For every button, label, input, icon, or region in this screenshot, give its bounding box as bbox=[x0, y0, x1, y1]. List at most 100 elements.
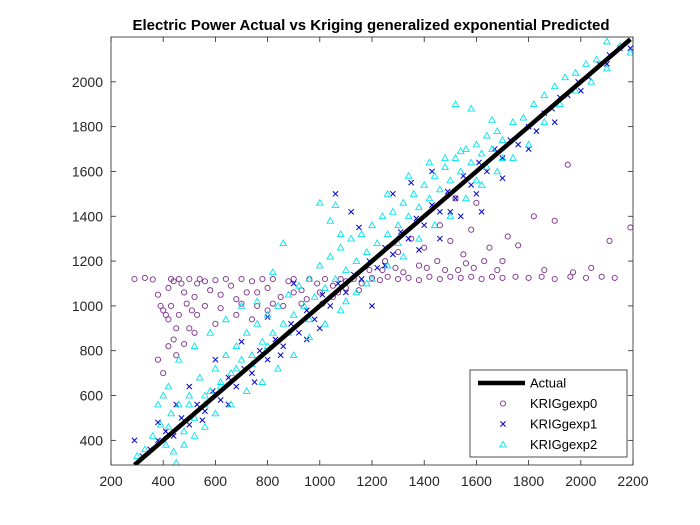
point-KRIGgexp2-89 bbox=[336, 230, 345, 238]
point-KRIGgexp0-5 bbox=[160, 307, 167, 314]
point-KRIGgexp2-29 bbox=[289, 310, 298, 318]
point-KRIGgexp2-72 bbox=[529, 100, 538, 108]
legend-label-KRIGgexp1: KRIGgexp1 bbox=[530, 417, 597, 432]
point-KRIGgexp2-74 bbox=[550, 82, 559, 90]
point-KRIGgexp2-22 bbox=[253, 319, 262, 327]
point-KRIGgexp0-75 bbox=[515, 242, 522, 249]
point-KRIGgexp0-29 bbox=[238, 275, 245, 283]
point-KRIGgexp2-7 bbox=[174, 400, 183, 408]
point-KRIGgexp0-74 bbox=[530, 213, 537, 220]
point-KRIGgexp2-50 bbox=[399, 198, 408, 206]
point-KRIGgexp1-82 bbox=[478, 208, 485, 215]
point-KRIGgexp0-119 bbox=[212, 320, 219, 327]
point-KRIGgexp0-2 bbox=[149, 276, 156, 283]
point-KRIGgexp0-104 bbox=[201, 302, 209, 309]
point-KRIGgexp1-21 bbox=[295, 329, 302, 336]
point-KRIGgexp2-59 bbox=[446, 176, 455, 184]
x-tick-label: 1800 bbox=[513, 473, 544, 489]
point-KRIGgexp2-125 bbox=[524, 140, 533, 148]
point-KRIGgexp1-25 bbox=[327, 302, 334, 309]
point-KRIGgexp0-109 bbox=[290, 289, 297, 296]
point-KRIGgexp1-79 bbox=[416, 246, 422, 253]
point-KRIGgexp0-55 bbox=[436, 275, 443, 283]
point-KRIGgexp2-121 bbox=[461, 194, 470, 202]
point-KRIGgexp1-24 bbox=[319, 291, 326, 298]
point-KRIGgexp2-95 bbox=[206, 328, 215, 336]
point-KRIGgexp0-118 bbox=[191, 329, 198, 336]
point-KRIGgexp0-27 bbox=[228, 282, 235, 289]
point-KRIGgexp2-93 bbox=[237, 301, 246, 309]
point-KRIGgexp0-1 bbox=[141, 274, 148, 281]
point-KRIGgexp2-41 bbox=[352, 256, 361, 264]
point-KRIGgexp2-77 bbox=[582, 59, 590, 67]
point-KRIGgexp0-114 bbox=[154, 356, 162, 363]
point-KRIGgexp2-28 bbox=[284, 290, 293, 298]
point-KRIGgexp1-13 bbox=[233, 383, 240, 390]
point-KRIGgexp1-19 bbox=[280, 343, 287, 350]
point-KRIGgexp1-8 bbox=[194, 401, 201, 408]
point-KRIGgexp0-132 bbox=[455, 266, 462, 274]
point-KRIGgexp2-106 bbox=[227, 400, 236, 408]
point-KRIGgexp2-123 bbox=[493, 167, 502, 175]
point-KRIGgexp0-93 bbox=[462, 260, 470, 267]
point-KRIGgexp0-20 bbox=[194, 280, 201, 287]
y-tick-label: 800 bbox=[80, 343, 104, 359]
x-tick-label: 2200 bbox=[617, 473, 648, 489]
point-KRIGgexp2-27 bbox=[279, 319, 288, 327]
point-KRIGgexp2-140 bbox=[341, 297, 350, 305]
point-KRIGgexp1-9 bbox=[202, 408, 208, 415]
point-KRIGgexp0-67 bbox=[582, 274, 590, 281]
legend-label-KRIGgexp0: KRIGgexp0 bbox=[530, 396, 597, 411]
point-KRIGgexp0-115 bbox=[160, 370, 167, 377]
point-KRIGgexp2-114 bbox=[352, 288, 361, 296]
y-tick-label: 1000 bbox=[72, 298, 103, 314]
point-KRIGgexp2-105 bbox=[211, 409, 220, 417]
point-KRIGgexp2-14 bbox=[211, 364, 220, 372]
point-KRIGgexp2-64 bbox=[472, 140, 481, 148]
legend-swatch-KRIGgexp0 bbox=[499, 400, 507, 407]
point-KRIGgexp2-24 bbox=[263, 310, 272, 318]
point-KRIGgexp2-108 bbox=[258, 377, 267, 385]
point-KRIGgexp0-124 bbox=[298, 300, 305, 307]
point-KRIGgexp2-84 bbox=[488, 115, 497, 123]
point-KRIGgexp2-11 bbox=[195, 373, 204, 381]
point-KRIGgexp2-94 bbox=[221, 315, 230, 323]
point-KRIGgexp0-50 bbox=[384, 273, 391, 280]
point-KRIGgexp2-132 bbox=[404, 171, 413, 179]
point-KRIGgexp2-23 bbox=[258, 337, 267, 345]
point-KRIGgexp2-79 bbox=[602, 37, 611, 45]
point-KRIGgexp0-122 bbox=[264, 307, 271, 314]
point-KRIGgexp0-100 bbox=[175, 311, 182, 318]
point-KRIGgexp0-117 bbox=[173, 352, 180, 359]
point-KRIGgexp2-78 bbox=[592, 55, 601, 63]
point-KRIGgexp2-2 bbox=[148, 431, 157, 439]
point-KRIGgexp0-13 bbox=[175, 275, 182, 283]
point-KRIGgexp1-44 bbox=[476, 159, 482, 166]
point-KRIGgexp2-47 bbox=[383, 230, 392, 238]
point-KRIGgexp0-79 bbox=[460, 251, 467, 258]
point-KRIGgexp0-57 bbox=[457, 274, 464, 281]
point-KRIGgexp0-24 bbox=[212, 277, 219, 284]
point-KRIGgexp0-31 bbox=[248, 278, 255, 285]
point-KRIGgexp0-10 bbox=[170, 278, 177, 285]
point-KRIGgexp0-32 bbox=[254, 302, 261, 309]
y-tick-label: 1400 bbox=[72, 208, 103, 224]
x-tick-label: 1400 bbox=[409, 473, 440, 489]
point-KRIGgexp2-39 bbox=[341, 265, 350, 273]
point-KRIGgexp0-25 bbox=[217, 291, 224, 298]
point-KRIGgexp2-131 bbox=[383, 189, 392, 197]
point-KRIGgexp2-34 bbox=[315, 261, 324, 269]
point-KRIGgexp2-130 bbox=[602, 64, 611, 72]
point-KRIGgexp0-38 bbox=[290, 275, 297, 283]
point-KRIGgexp0-127 bbox=[355, 287, 363, 294]
point-KRIGgexp0-120 bbox=[233, 311, 240, 318]
point-KRIGgexp2-144 bbox=[247, 351, 256, 359]
point-KRIGgexp0-4 bbox=[157, 302, 164, 309]
point-KRIGgexp0-23 bbox=[207, 287, 214, 294]
point-KRIGgexp0-72 bbox=[564, 161, 571, 168]
point-KRIGgexp2-45 bbox=[373, 239, 382, 247]
point-KRIGgexp0-73 bbox=[551, 217, 558, 224]
point-KRIGgexp2-46 bbox=[378, 212, 387, 220]
point-KRIGgexp2-67 bbox=[488, 144, 497, 152]
x-tick-label: 2000 bbox=[565, 473, 596, 489]
